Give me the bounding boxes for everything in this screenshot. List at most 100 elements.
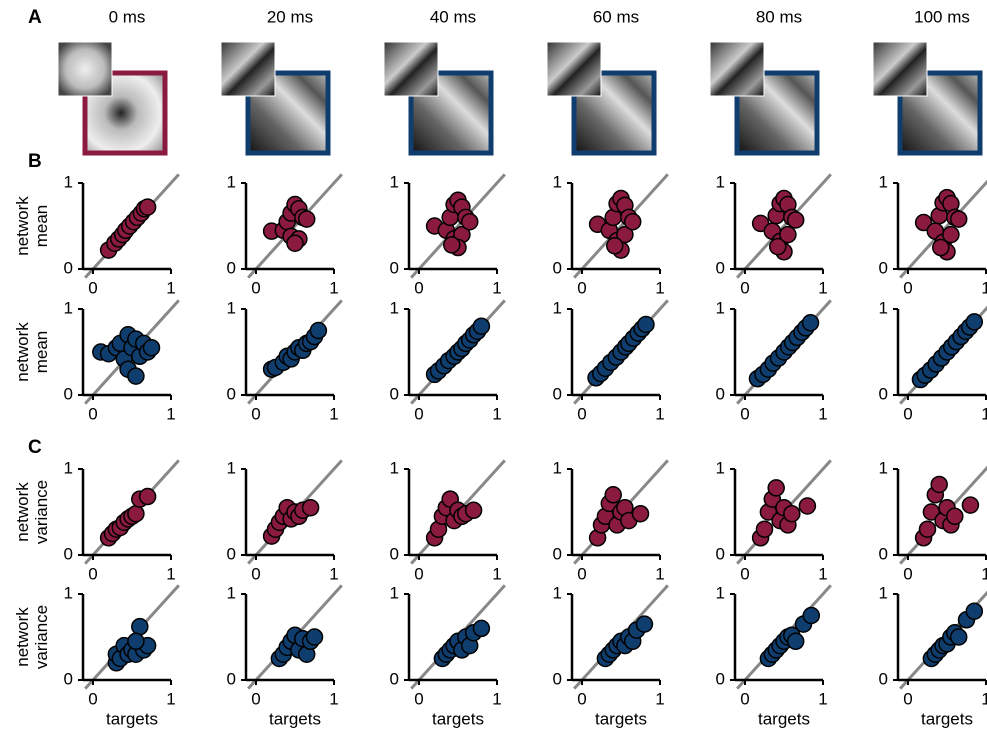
data-point [462, 214, 478, 230]
y-tick-label: 0 [879, 258, 888, 277]
data-point [605, 487, 621, 503]
x-tick-label: 1 [166, 278, 175, 297]
identity-line [411, 174, 505, 277]
data-point [947, 508, 963, 524]
y-tick-label: 0 [64, 669, 73, 688]
panel-label: B [28, 151, 42, 172]
data-point [299, 211, 315, 227]
data-point [920, 521, 936, 537]
y-tick-label: 0 [716, 258, 725, 277]
y-tick-label: 1 [716, 458, 725, 477]
data-point [287, 235, 303, 251]
x-tick-label: 1 [655, 278, 664, 297]
x-tick-label: 1 [981, 278, 987, 297]
data-point [931, 476, 947, 492]
y-tick-label: 1 [879, 458, 888, 477]
x-tick-label: 1 [492, 278, 501, 297]
column-title: 0 ms [109, 7, 146, 26]
column-title: 60 ms [593, 7, 639, 26]
x-tick-label: 0 [740, 404, 749, 423]
y-tick-label: 1 [716, 298, 725, 317]
y-tick-label: 0 [390, 258, 399, 277]
data-point [310, 323, 326, 339]
y-axis-label: networkmean [13, 322, 51, 382]
y-tick-label: 1 [390, 298, 399, 317]
x-tick-label: 1 [166, 689, 175, 708]
column-title: 40 ms [430, 7, 476, 26]
x-tick-label: 1 [329, 404, 338, 423]
stimulus-image [873, 42, 927, 96]
data-point [307, 629, 323, 645]
y-tick-label: 1 [64, 583, 73, 602]
y-tick-label: 1 [553, 298, 562, 317]
data-point [799, 498, 815, 514]
y-tick-label: 0 [553, 669, 562, 688]
data-point [128, 506, 144, 522]
y-tick-label: 1 [390, 458, 399, 477]
data-point [788, 633, 804, 649]
data-point [770, 239, 786, 255]
x-tick-label: 0 [577, 689, 586, 708]
x-tick-label: 1 [492, 689, 501, 708]
x-tick-label: 0 [88, 564, 97, 583]
x-tick-label: 0 [740, 278, 749, 297]
data-point [128, 368, 144, 384]
y-tick-label: 1 [227, 172, 236, 191]
y-tick-label: 1 [227, 458, 236, 477]
x-tick-label: 1 [492, 564, 501, 583]
stimulus-image [547, 42, 601, 96]
x-tick-label: 0 [414, 564, 423, 583]
x-tick-label: 1 [655, 404, 664, 423]
stimulus-image [221, 42, 275, 96]
x-tick-label: 1 [818, 564, 827, 583]
x-tick-label: 1 [166, 404, 175, 423]
y-tick-label: 0 [716, 669, 725, 688]
x-tick-label: 0 [88, 278, 97, 297]
data-point [303, 500, 319, 516]
data-point [607, 238, 623, 254]
data-point [788, 212, 804, 228]
y-tick-label: 0 [390, 384, 399, 403]
y-axis-label: networkvariance [13, 480, 51, 544]
data-point [132, 619, 148, 635]
column-title: 80 ms [756, 7, 802, 26]
x-tick-label: 0 [740, 689, 749, 708]
x-tick-label: 1 [329, 689, 338, 708]
x-tick-label: 0 [414, 278, 423, 297]
data-point [784, 506, 800, 522]
stimulus-image [384, 42, 438, 96]
y-tick-label: 1 [553, 583, 562, 602]
x-axis-label: targets [269, 709, 321, 728]
y-tick-label: 1 [879, 298, 888, 317]
panel-label: C [28, 437, 42, 458]
x-tick-label: 0 [903, 689, 912, 708]
data-point [951, 211, 967, 227]
data-point [473, 318, 489, 334]
data-point [466, 502, 482, 518]
data-point [966, 603, 982, 619]
data-point [625, 214, 641, 230]
data-point [933, 240, 949, 256]
data-point [803, 315, 819, 331]
y-tick-label: 0 [390, 669, 399, 688]
y-tick-label: 0 [879, 669, 888, 688]
figure: A B C 0 ms20 ms40 ms60 ms80 ms100 ms0101… [0, 0, 987, 735]
x-axis-label: targets [432, 709, 484, 728]
x-tick-label: 0 [414, 404, 423, 423]
data-point [473, 620, 489, 636]
x-tick-label: 0 [903, 564, 912, 583]
y-tick-label: 1 [553, 458, 562, 477]
y-tick-label: 1 [716, 583, 725, 602]
y-tick-label: 0 [553, 544, 562, 563]
y-tick-label: 1 [227, 583, 236, 602]
x-tick-label: 1 [329, 278, 338, 297]
y-tick-label: 0 [879, 544, 888, 563]
x-axis-label: targets [921, 709, 973, 728]
data-point [144, 340, 160, 356]
y-tick-label: 0 [716, 384, 725, 403]
data-point [962, 497, 978, 513]
column-title: 100 ms [914, 7, 970, 26]
x-tick-label: 1 [329, 564, 338, 583]
data-point [140, 199, 156, 215]
x-tick-label: 0 [903, 278, 912, 297]
